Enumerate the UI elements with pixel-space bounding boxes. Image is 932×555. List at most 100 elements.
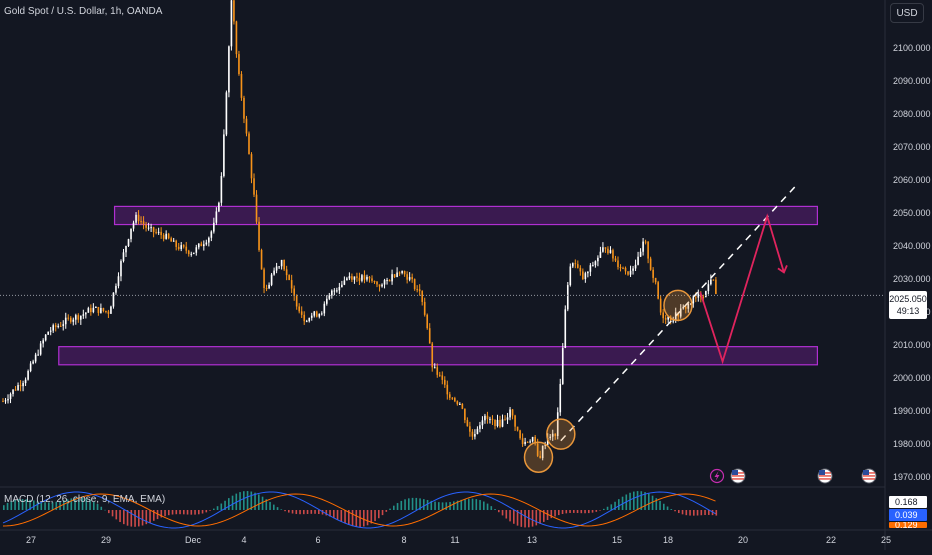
candle-body: [208, 237, 210, 243]
macd-bar: [261, 496, 264, 510]
candle-body: [499, 419, 501, 427]
candle-body: [32, 361, 34, 364]
macd-bar: [254, 492, 256, 510]
currency-button[interactable]: USD: [890, 3, 924, 23]
macd-bar: [246, 491, 249, 510]
candle-body: [102, 308, 105, 311]
candle-body: [531, 436, 534, 442]
candle-body: [667, 316, 670, 320]
candle-body: [315, 311, 318, 317]
candle-body: [436, 367, 439, 375]
countdown-value: 49:13: [896, 306, 920, 316]
x-tick-label: 20: [738, 535, 748, 545]
candle-body: [42, 340, 44, 344]
candle-body: [52, 325, 55, 331]
candle-body: [441, 375, 444, 380]
candle-body: [72, 319, 75, 322]
candle-body: [381, 284, 383, 287]
candle-body: [200, 243, 203, 247]
candle-body: [514, 415, 516, 427]
candle-body: [689, 303, 692, 305]
candle-body: [574, 263, 577, 265]
candle-body: [692, 297, 695, 304]
macd-bar: [565, 510, 568, 514]
candle-body: [516, 426, 519, 431]
candle-body: [634, 264, 637, 269]
candle-body: [433, 367, 436, 369]
candle-body: [280, 259, 283, 267]
candle-body: [90, 308, 92, 313]
y-tick-label: 2010.000: [893, 340, 931, 350]
macd-bar: [250, 491, 253, 510]
macd-bar: [404, 499, 406, 510]
candle-body: [175, 240, 178, 247]
macd-bar: [295, 510, 298, 515]
y-tick-label: 1970.000: [893, 472, 931, 482]
macd-bar: [685, 510, 688, 516]
highlight-circle: [546, 418, 576, 450]
candle-body: [454, 398, 456, 402]
macd-bar: [438, 502, 440, 510]
candle-body: [471, 431, 474, 437]
candle-body: [639, 251, 642, 257]
macd-bar: [291, 510, 294, 514]
candle-body: [446, 384, 449, 395]
macd-bar: [366, 510, 369, 526]
candle-body: [504, 419, 506, 421]
candle-body: [582, 271, 584, 280]
candle-body: [336, 290, 338, 292]
candle-body: [182, 245, 185, 247]
candle-body: [157, 231, 160, 233]
candle-body: [396, 272, 398, 278]
candle-body: [47, 331, 49, 335]
y-tick-label: 2030.000: [893, 274, 931, 284]
macd-bar: [344, 510, 346, 524]
macd-bar: [89, 499, 91, 510]
candle-body: [448, 394, 451, 398]
candle-body: [659, 298, 662, 313]
x-tick-label: 22: [826, 535, 836, 545]
candle-body: [64, 317, 67, 325]
macd-bar: [231, 495, 234, 510]
macd-bar: [284, 510, 286, 512]
candle-body: [87, 308, 90, 313]
macd-bar: [205, 510, 208, 513]
candle-body: [579, 267, 582, 272]
macd-bar: [40, 501, 43, 510]
candle-body: [295, 295, 298, 307]
y-tick-label: 2060.000: [893, 175, 931, 185]
candle-body: [130, 228, 132, 240]
candle-body: [328, 295, 331, 299]
zone-support: [58, 346, 819, 366]
macd-bar: [678, 510, 680, 514]
candle-body: [524, 441, 526, 445]
candle-body: [313, 311, 316, 316]
candle-body: [142, 221, 145, 225]
macd-bar: [228, 498, 230, 510]
macd-bar: [168, 510, 170, 516]
macd-bar: [475, 499, 478, 510]
candle-body: [654, 277, 657, 283]
candle-body: [82, 314, 85, 316]
macd-bar: [209, 510, 211, 511]
candle-body: [278, 266, 280, 268]
candle-body: [554, 433, 557, 437]
candle-body: [594, 261, 597, 266]
macd-bar: [194, 510, 196, 515]
macd-bar: [573, 510, 575, 513]
macd-bar: [224, 500, 226, 510]
macd-bar: [55, 501, 58, 510]
macd-bar: [659, 500, 661, 510]
macd-bar: [51, 502, 54, 510]
candle-body: [486, 415, 489, 419]
candle-body: [265, 287, 268, 289]
macd-bar: [584, 510, 586, 514]
highlight-circle: [663, 289, 693, 322]
macd-bar: [663, 503, 665, 510]
macd-bar: [44, 502, 46, 510]
macd-bar: [96, 503, 99, 510]
macd-bar: [655, 498, 658, 510]
macd-bar: [370, 510, 373, 524]
